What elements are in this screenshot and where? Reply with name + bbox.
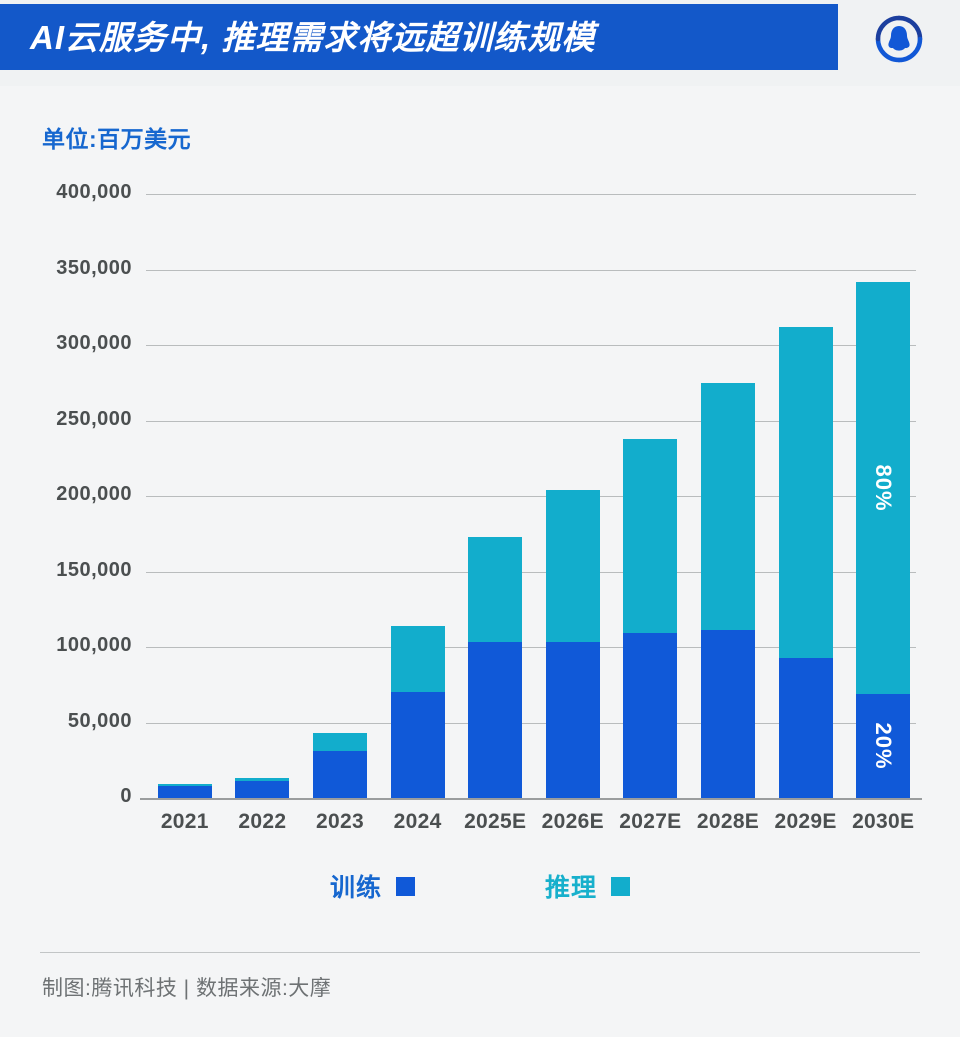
y-axis-tick-label: 400,000: [56, 181, 132, 203]
gridline: [146, 194, 916, 195]
bar-segment-inference[interactable]: [468, 536, 523, 643]
gridline: [146, 722, 916, 724]
y-axis-tick-label: 150,000: [56, 558, 132, 581]
title-banner: AI云服务中, 推理需求将远超训练规模: [0, 4, 838, 70]
bar-segment-inference[interactable]: [390, 625, 445, 693]
chart-legend: 训练 推理: [0, 868, 960, 904]
unit-label: 单位:百万美元: [42, 126, 192, 152]
y-axis-tick-label: 50,000: [67, 709, 132, 732]
bar-segment-inference[interactable]: 80%: [856, 281, 911, 694]
bar-segment-training[interactable]: [701, 630, 755, 798]
bar-segment-training[interactable]: [468, 642, 523, 798]
bar-segment-inference[interactable]: [157, 783, 212, 786]
bar-column[interactable]: [157, 783, 212, 798]
y-axis-tick-label: 250,000: [56, 407, 132, 430]
y-axis-tick-label: 100,000: [56, 634, 132, 656]
bar-segment-training[interactable]: [390, 692, 445, 798]
x-axis-tick-label: 2025E: [464, 810, 527, 833]
bar-segment-training[interactable]: [313, 751, 367, 798]
bar-segment-inference[interactable]: [545, 489, 600, 643]
y-axis-tick-label: 200,000: [56, 483, 132, 505]
gridline: [146, 496, 916, 497]
bar-column[interactable]: [468, 536, 523, 798]
x-axis-line: [140, 798, 922, 800]
bar-segment-inference[interactable]: [701, 382, 755, 631]
bar-column[interactable]: [545, 489, 600, 798]
bar-column[interactable]: [778, 326, 833, 798]
header-bar: AI云服务中, 推理需求将远超训练规模: [0, 0, 960, 86]
bar-segment-training[interactable]: [778, 657, 833, 798]
legend-swatch-inference: [611, 876, 631, 896]
bar-segment-inference[interactable]: [623, 438, 678, 634]
gridline: [146, 269, 916, 271]
tencent-qq-penguin-icon: [875, 15, 923, 63]
bar-column[interactable]: [701, 382, 755, 798]
bar-segment-training[interactable]: [623, 633, 678, 798]
bar-column[interactable]: [623, 438, 678, 798]
gridline: [146, 647, 916, 648]
bar-segment-training[interactable]: [157, 785, 212, 798]
legend-item-inference[interactable]: 推理: [545, 868, 631, 904]
bar-segment-inference[interactable]: [313, 733, 367, 752]
bar-column[interactable]: 80% 20%: [856, 281, 911, 798]
legend-item-training[interactable]: 训练: [330, 868, 415, 904]
y-axis-tick-label: 350,000: [56, 256, 132, 279]
x-axis-tick-label: 2023: [316, 810, 364, 833]
bar-percent-label: 20%: [871, 722, 897, 770]
bar-segment-inference[interactable]: [235, 777, 290, 782]
x-axis-tick-label: 2029E: [774, 810, 837, 833]
bar-percent-label: 80%: [871, 464, 897, 512]
legend-swatch-training: [396, 876, 415, 896]
legend-label-inference: 推理: [545, 874, 598, 902]
x-axis-tick-label: 2027E: [619, 810, 682, 833]
bar-segment-training[interactable]: 20%: [856, 693, 911, 798]
x-axis-tick-label: 2024: [393, 810, 442, 833]
x-axis-tick-label: 2030E: [852, 810, 915, 833]
bar-segment-training[interactable]: [545, 642, 600, 798]
bar-segment-training[interactable]: [235, 781, 290, 798]
gridline: [146, 345, 916, 346]
bar-segment-inference[interactable]: [778, 326, 833, 658]
x-axis-tick-label: 2026E: [541, 810, 604, 833]
logo: [838, 4, 960, 74]
x-axis-tick-label: 2028E: [696, 810, 760, 833]
x-axis-tick-label: 2022: [238, 810, 287, 833]
bar-column[interactable]: [235, 777, 290, 798]
gridline: [146, 571, 916, 573]
y-axis-tick-label: 300,000: [56, 332, 132, 354]
footer-credit: 制图:腾讯科技 | 数据来源:大摩: [42, 977, 332, 1000]
gridline: [146, 420, 916, 422]
bar-column[interactable]: [390, 625, 445, 798]
footer-divider: [40, 952, 920, 953]
bar-column[interactable]: [313, 733, 367, 798]
page-title: AI云服务中, 推理需求将远超训练规模: [30, 18, 596, 56]
x-axis-tick-label: 2021: [160, 810, 209, 833]
legend-label-training: 训练: [329, 874, 382, 902]
y-axis-tick-label: 0: [120, 785, 132, 807]
